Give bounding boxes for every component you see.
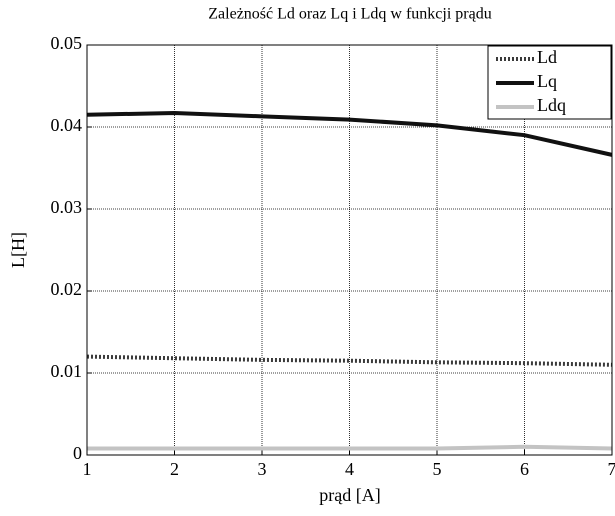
x-tick-label: 6 [520,459,529,479]
y-tick-label: 0.01 [51,361,83,381]
legend-label: Ldq [537,95,566,115]
y-tick-label: 0.04 [51,115,83,135]
y-axis-label: L[H] [8,232,28,268]
x-tick-label: 2 [170,459,179,479]
y-tick-label: 0.02 [51,279,83,299]
x-tick-label: 1 [83,459,92,479]
chart-title: Zależność Ld oraz Lq i Ldq w funkcji prą… [208,6,491,23]
line-series [87,447,612,449]
x-tick-label: 4 [345,459,354,479]
x-tick-label: 5 [433,459,442,479]
legend-label: Lq [537,71,557,91]
x-axis-label: prąd [A] [319,485,380,505]
legend-label: Ld [537,47,557,67]
y-tick-label: 0 [73,443,82,463]
y-tick-label: 0.03 [51,197,83,217]
y-tick-label: 0.05 [51,33,83,53]
x-tick-label: 7 [608,459,615,479]
x-tick-label: 3 [258,459,267,479]
